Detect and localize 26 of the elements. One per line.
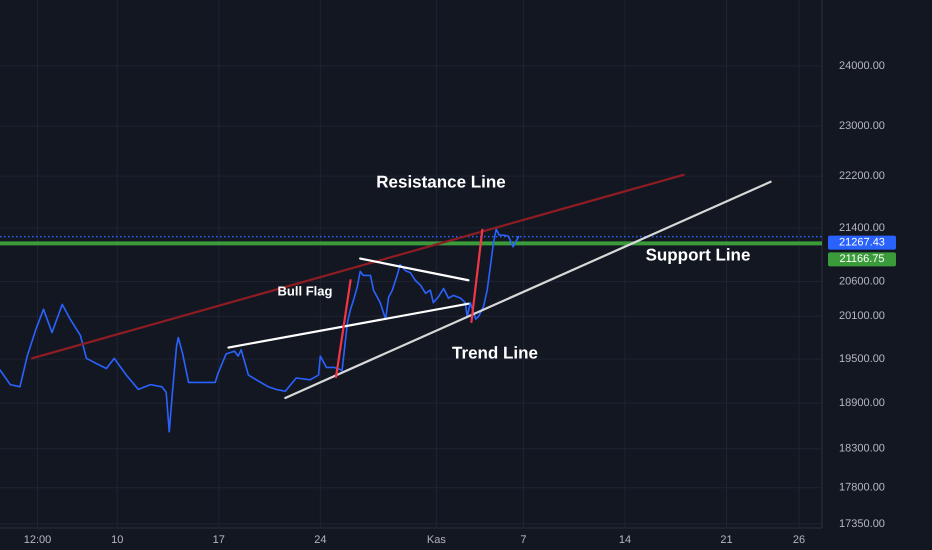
y-tick-label: 23000.00 (839, 120, 885, 132)
y-tick-label: 18900.00 (839, 397, 885, 410)
x-tick-label: 21 (720, 534, 733, 546)
x-tick-label: 24 (314, 534, 326, 546)
y-tick-label: 19500.00 (839, 352, 885, 365)
annotation: Resistance Line (376, 172, 506, 192)
y-tick-label: 20100.00 (839, 310, 885, 322)
ref-line-label: 21267.43 (839, 236, 885, 249)
x-tick-label: 12:00 (24, 534, 52, 546)
y-tick-label: 20600.00 (839, 276, 885, 288)
y-tick-label: 21400.00 (839, 222, 885, 234)
x-tick-label: 7 (520, 534, 526, 546)
ref-line-label: 21166.75 (839, 253, 885, 266)
y-tick-label: 17350.00 (839, 518, 885, 530)
annotation: Trend Line (452, 343, 538, 362)
y-tick-label: 18300.00 (839, 442, 885, 455)
x-tick-label: 14 (618, 534, 632, 546)
y-tick-label: 24000.00 (839, 60, 885, 72)
y-tick-label: 17800.00 (839, 482, 885, 494)
annotation: Support Line (646, 245, 750, 264)
y-tick-label: 22200.00 (839, 170, 885, 182)
x-tick-label: 10 (111, 534, 124, 546)
x-tick-label: 26 (792, 534, 806, 546)
x-tick-label: 17 (212, 534, 225, 546)
x-tick-label: Kas (426, 534, 446, 546)
annotation: Bull Flag (278, 283, 332, 298)
